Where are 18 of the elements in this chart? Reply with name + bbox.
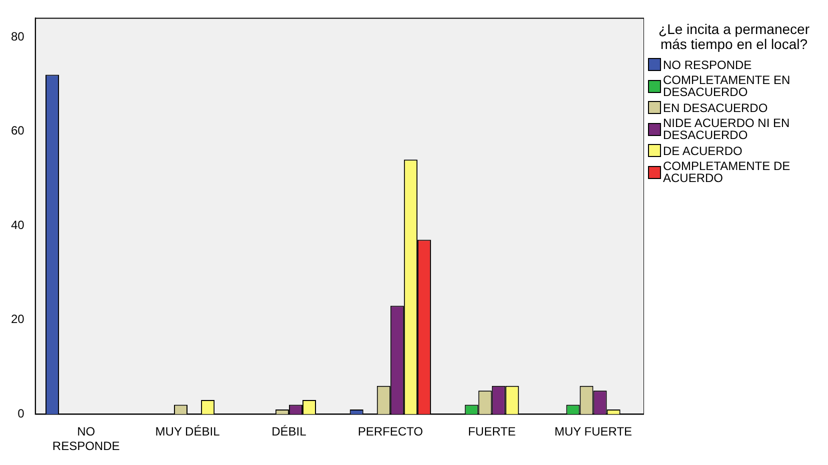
y-tick-label: 0 <box>18 406 25 421</box>
y-tick-label: 40 <box>10 218 25 232</box>
x-tick-label: FUERTE <box>468 424 516 439</box>
legend-label: COMPLETAMENTE DE ACUERDO <box>663 159 792 185</box>
legend-title: ¿Le incita a permanecer más tiempo en el local? <box>658 21 810 52</box>
x-tick-label: DÉBIL <box>272 424 307 439</box>
y-tick-label: 60 <box>10 124 25 138</box>
x-tick-label: PERFECTO <box>358 424 423 439</box>
legend-label: DE ACUERDO <box>663 144 742 158</box>
x-tick-label: MUY DÉBIL <box>155 424 220 439</box>
x-tick-label: MUY FUERTE <box>554 424 632 439</box>
x-tick-label: NO RESPONDE <box>52 424 120 454</box>
legend-label: COMPLETAMENTE EN DESACUERDO <box>663 73 792 99</box>
legend-label: EN DESACUERDO <box>663 100 768 114</box>
legend-label: NIDE ACUERDO NI EN DESACUERDO <box>663 116 791 142</box>
y-tick-label: 20 <box>10 312 25 326</box>
y-tick-label: 80 <box>10 29 25 44</box>
legend-label: NO RESPONDE <box>663 58 752 72</box>
